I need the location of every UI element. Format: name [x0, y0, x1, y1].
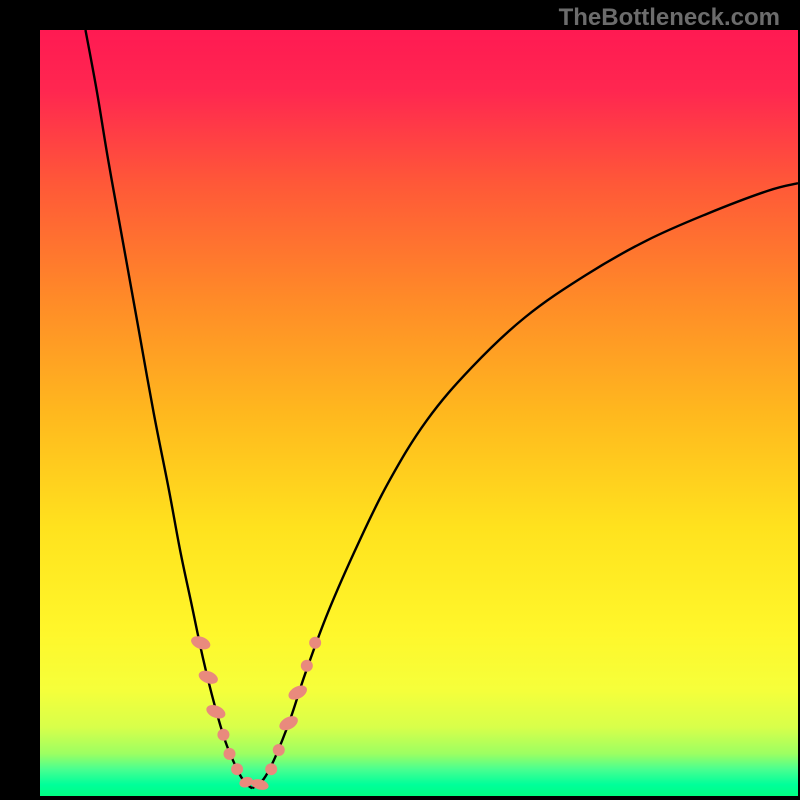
data-marker — [217, 729, 229, 741]
data-marker — [273, 744, 285, 756]
data-marker — [231, 763, 243, 775]
curve-right — [252, 183, 798, 788]
data-marker — [301, 660, 313, 672]
data-marker — [309, 637, 321, 649]
watermark-text: TheBottleneck.com — [559, 4, 780, 32]
chart-stage: TheBottleneck.com — [0, 0, 800, 800]
data-marker — [250, 777, 270, 791]
data-marker — [224, 748, 236, 760]
data-markers — [189, 634, 321, 792]
data-marker — [265, 763, 277, 775]
curve-left — [85, 30, 252, 788]
bottleneck-curve — [40, 30, 798, 796]
data-marker — [277, 713, 300, 733]
